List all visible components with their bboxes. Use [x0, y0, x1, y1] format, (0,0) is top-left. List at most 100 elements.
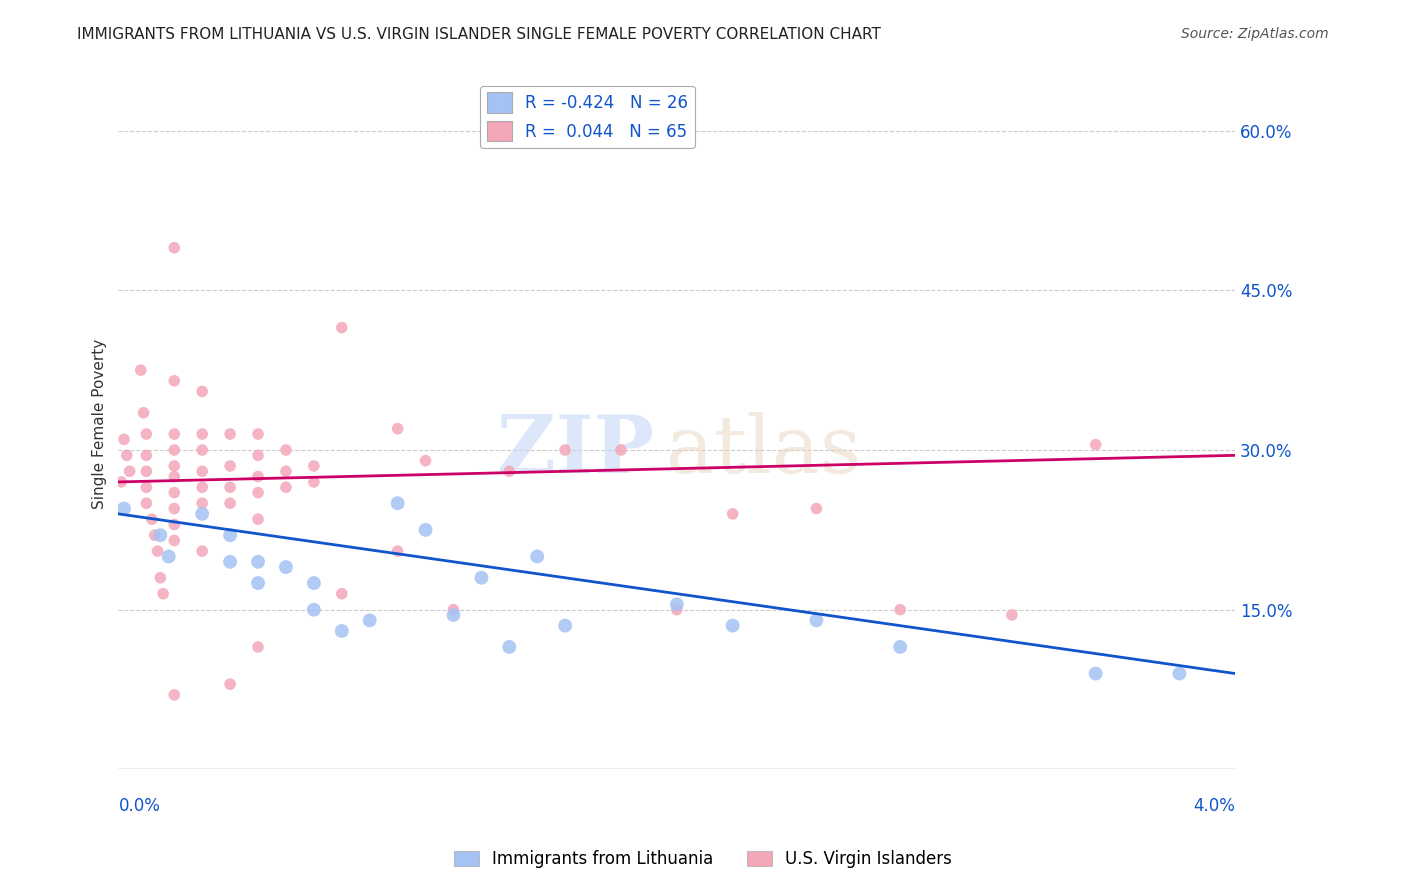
Point: [143, 528, 166, 542]
Point: [302, 475, 325, 489]
Point: [129, 363, 152, 377]
Point: [889, 602, 911, 616]
Point: [118, 464, 141, 478]
Point: [191, 464, 214, 478]
Point: [610, 442, 633, 457]
Point: [152, 587, 174, 601]
Point: [163, 485, 186, 500]
Point: [219, 555, 242, 569]
Point: [163, 442, 186, 457]
Text: ZIP: ZIP: [498, 412, 655, 490]
Text: 0.0%: 0.0%: [118, 797, 160, 815]
Point: [274, 464, 297, 478]
Point: [721, 507, 744, 521]
Point: [1168, 666, 1191, 681]
Point: [219, 480, 242, 494]
Point: [163, 458, 186, 473]
Point: [665, 602, 688, 616]
Point: [191, 507, 214, 521]
Point: [191, 442, 214, 457]
Point: [219, 677, 242, 691]
Point: [387, 422, 409, 436]
Point: [132, 406, 155, 420]
Text: IMMIGRANTS FROM LITHUANIA VS U.S. VIRGIN ISLANDER SINGLE FEMALE POVERTY CORRELAT: IMMIGRANTS FROM LITHUANIA VS U.S. VIRGIN…: [77, 27, 882, 42]
Point: [112, 433, 135, 447]
Point: [191, 427, 214, 442]
Point: [274, 442, 297, 457]
Point: [302, 458, 325, 473]
Point: [721, 618, 744, 632]
Point: [443, 602, 465, 616]
Y-axis label: Single Female Poverty: Single Female Poverty: [93, 338, 107, 508]
Point: [665, 598, 688, 612]
Point: [115, 448, 138, 462]
Point: [141, 512, 163, 526]
Point: [219, 528, 242, 542]
Point: [387, 544, 409, 558]
Point: [219, 458, 242, 473]
Point: [219, 427, 242, 442]
Point: [387, 496, 409, 510]
Point: [498, 640, 520, 654]
Point: [157, 549, 180, 564]
Text: 4.0%: 4.0%: [1194, 797, 1236, 815]
Point: [247, 448, 270, 462]
Point: [806, 501, 828, 516]
Point: [149, 571, 172, 585]
Point: [806, 613, 828, 627]
Point: [1001, 607, 1024, 622]
Point: [498, 464, 520, 478]
Point: [219, 496, 242, 510]
Point: [135, 448, 157, 462]
Point: [135, 427, 157, 442]
Point: [163, 241, 186, 255]
Point: [302, 576, 325, 591]
Point: [359, 613, 381, 627]
Point: [330, 587, 353, 601]
Point: [191, 384, 214, 399]
Point: [163, 374, 186, 388]
Point: [191, 496, 214, 510]
Legend: R = -0.424   N = 26, R =  0.044   N = 65: R = -0.424 N = 26, R = 0.044 N = 65: [481, 86, 695, 148]
Point: [135, 464, 157, 478]
Point: [330, 624, 353, 638]
Point: [554, 442, 576, 457]
Point: [247, 640, 270, 654]
Point: [247, 512, 270, 526]
Text: atlas: atlas: [665, 412, 860, 490]
Point: [554, 618, 576, 632]
Point: [163, 501, 186, 516]
Point: [415, 453, 437, 467]
Point: [330, 320, 353, 334]
Point: [247, 427, 270, 442]
Point: [247, 485, 270, 500]
Point: [191, 480, 214, 494]
Point: [247, 469, 270, 483]
Legend: Immigrants from Lithuania, U.S. Virgin Islanders: Immigrants from Lithuania, U.S. Virgin I…: [447, 844, 959, 875]
Point: [163, 517, 186, 532]
Text: Source: ZipAtlas.com: Source: ZipAtlas.com: [1181, 27, 1329, 41]
Point: [274, 480, 297, 494]
Point: [110, 475, 132, 489]
Point: [112, 501, 135, 516]
Point: [247, 555, 270, 569]
Point: [163, 533, 186, 548]
Point: [526, 549, 548, 564]
Point: [274, 560, 297, 574]
Point: [146, 544, 169, 558]
Point: [247, 576, 270, 591]
Point: [149, 528, 172, 542]
Point: [889, 640, 911, 654]
Point: [163, 427, 186, 442]
Point: [1084, 666, 1107, 681]
Point: [163, 688, 186, 702]
Point: [443, 607, 465, 622]
Point: [470, 571, 492, 585]
Point: [302, 602, 325, 616]
Point: [135, 480, 157, 494]
Point: [191, 544, 214, 558]
Point: [135, 496, 157, 510]
Point: [415, 523, 437, 537]
Point: [163, 469, 186, 483]
Point: [1084, 438, 1107, 452]
